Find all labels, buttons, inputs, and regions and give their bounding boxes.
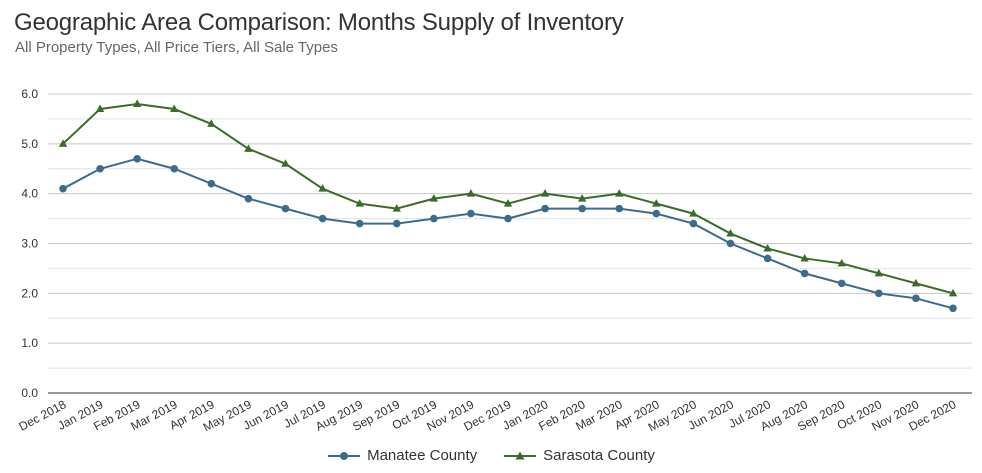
data-point[interactable] — [281, 204, 290, 213]
data-point[interactable] — [58, 139, 68, 147]
data-point[interactable] — [467, 209, 475, 218]
data-point[interactable] — [430, 214, 438, 223]
y-tick-label: 4.0 — [21, 187, 38, 201]
data-point[interactable] — [392, 204, 401, 212]
data-point[interactable] — [652, 199, 661, 207]
data-point[interactable] — [615, 204, 624, 213]
data-point[interactable] — [763, 243, 772, 252]
data-point[interactable] — [318, 214, 327, 223]
data-point[interactable] — [949, 304, 957, 313]
data-point[interactable] — [874, 268, 884, 277]
data-point[interactable] — [615, 189, 624, 197]
y-tick-label: 6.0 — [21, 87, 38, 101]
series — [58, 99, 958, 313]
data-point[interactable] — [95, 104, 105, 112]
chart-title: Geographic Area Comparison: Months Suppl… — [14, 9, 624, 36]
chart-subtitle: All Property Types, All Price Tiers, All… — [15, 39, 338, 56]
data-point[interactable] — [207, 179, 216, 188]
data-point[interactable] — [355, 219, 364, 228]
y-tick-label: 2.0 — [21, 286, 38, 300]
legend-item-manatee[interactable]: Manatee County — [327, 447, 477, 464]
data-point[interactable] — [244, 194, 253, 203]
data-point[interactable] — [281, 159, 290, 167]
data-point[interactable] — [911, 278, 921, 287]
data-point[interactable] — [132, 99, 142, 107]
legend-label-manatee: Manatee County — [367, 447, 478, 464]
y-tick-label: 3.0 — [21, 237, 38, 251]
legend-swatch-triangle — [504, 451, 537, 459]
data-point[interactable] — [170, 104, 179, 112]
data-point[interactable] — [540, 189, 550, 197]
data-point[interactable] — [652, 209, 661, 218]
data-point[interactable] — [800, 253, 809, 262]
data-point[interactable] — [577, 194, 587, 202]
data-point[interactable] — [355, 199, 364, 207]
data-point[interactable] — [541, 204, 549, 213]
y-tick-label: 5.0 — [21, 137, 38, 151]
data-point[interactable] — [800, 269, 809, 278]
data-point[interactable] — [875, 289, 883, 298]
data-point[interactable] — [578, 204, 586, 213]
data-point[interactable] — [726, 229, 735, 237]
data-point[interactable] — [503, 199, 513, 207]
y-tick-label: 1.0 — [21, 336, 38, 350]
legend-item-sarasota[interactable]: Sarasota County — [503, 447, 655, 464]
data-point[interactable] — [837, 279, 846, 288]
data-point[interactable] — [466, 189, 476, 197]
series-sarasota — [58, 99, 958, 297]
data-point[interactable] — [170, 164, 179, 173]
series-manatee — [59, 154, 957, 313]
y-tick-label: 0.0 — [21, 386, 38, 400]
data-point[interactable] — [133, 154, 141, 163]
data-point[interactable] — [763, 254, 772, 263]
data-point[interactable] — [504, 214, 512, 223]
data-point[interactable] — [59, 184, 67, 193]
legend-swatch-circle — [328, 451, 361, 460]
legend-label-sarasota: Sarasota County — [543, 447, 655, 464]
data-point[interactable] — [948, 288, 958, 297]
data-point[interactable] — [726, 239, 735, 248]
data-point[interactable] — [689, 209, 698, 217]
data-point[interactable] — [318, 184, 327, 192]
data-point[interactable] — [392, 219, 401, 228]
series-line — [62, 157, 954, 310]
grid-lines — [48, 93, 972, 369]
data-point[interactable] — [96, 164, 104, 173]
data-point[interactable] — [207, 119, 216, 127]
data-point[interactable] — [912, 294, 920, 303]
legend: Manatee County Sarasota County — [0, 447, 982, 464]
data-point[interactable] — [429, 194, 439, 202]
data-point[interactable] — [837, 258, 846, 267]
data-point[interactable] — [689, 219, 698, 228]
data-point[interactable] — [244, 144, 253, 152]
series-line — [62, 102, 954, 295]
